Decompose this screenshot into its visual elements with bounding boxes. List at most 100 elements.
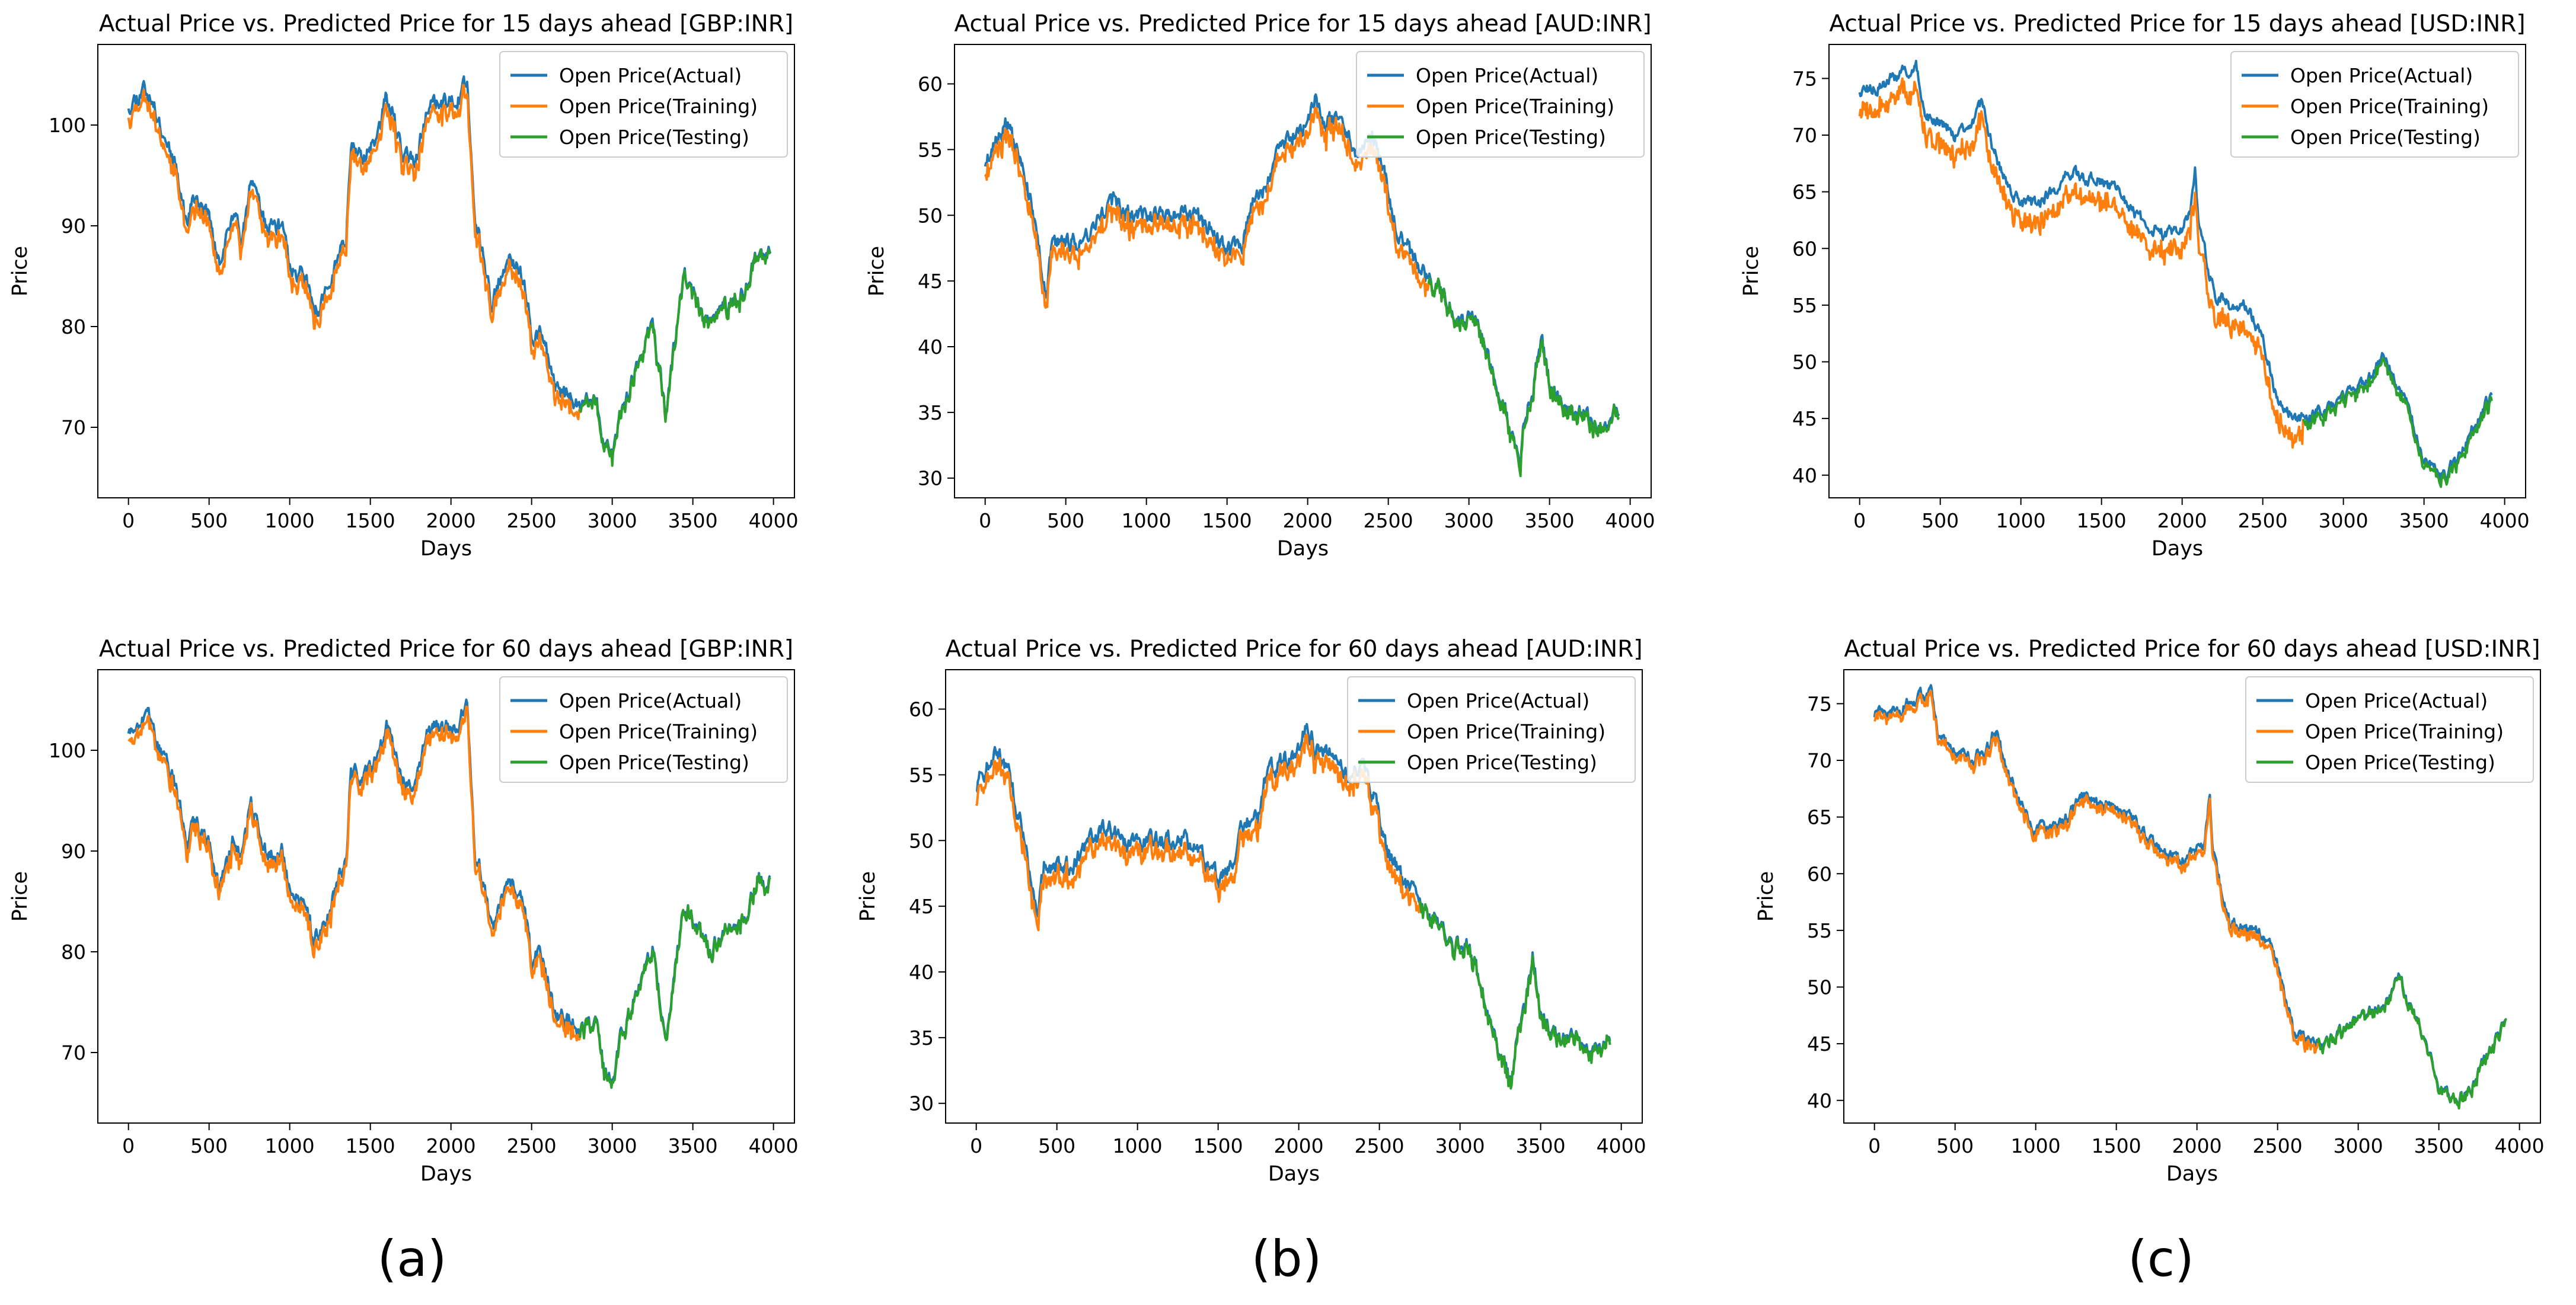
legend-entry: Open Price(Actual) <box>1407 689 1589 712</box>
x-tick-label: 1500 <box>2092 1134 2141 1157</box>
x-tick-label: 2000 <box>426 509 476 532</box>
chart-title: Actual Price vs. Predicted Price for 60 … <box>99 636 793 663</box>
x-tick-label: 3500 <box>668 1134 718 1157</box>
legend-entry: Open Price(Testing) <box>559 126 749 149</box>
legend-entry: Open Price(Training) <box>559 720 758 743</box>
series-testing <box>579 874 771 1089</box>
y-tick-label: 35 <box>918 401 943 424</box>
x-tick-label: 3000 <box>1435 1134 1485 1157</box>
legend-entry: Open Price(Testing) <box>2305 751 2495 774</box>
chart-title: Actual Price vs. Predicted Price for 60 … <box>1844 636 2540 663</box>
chart-6: Actual Price vs. Predicted Price for 60 … <box>1754 636 2545 1186</box>
y-tick-label: 55 <box>909 763 934 786</box>
legend-entry: Open Price(Actual) <box>559 689 742 712</box>
x-tick-label: 1000 <box>1122 509 1172 532</box>
chart-title: Actual Price vs. Predicted Price for 60 … <box>945 636 1642 663</box>
x-tick-label: 500 <box>190 509 228 532</box>
x-tick-label: 1000 <box>1113 1134 1163 1157</box>
y-tick-label: 55 <box>1807 919 1832 942</box>
series-training <box>127 705 582 1042</box>
x-tick-label: 2000 <box>1274 1134 1324 1157</box>
legend-box <box>2230 51 2519 158</box>
plot-frame <box>1828 44 2526 498</box>
y-tick-label: 50 <box>909 829 934 852</box>
series-training <box>975 733 1421 932</box>
chart-2: Actual Price vs. Predicted Price for 15 … <box>865 11 1655 561</box>
chart-4: Actual Price vs. Predicted Price for 60 … <box>8 636 799 1186</box>
x-tick-label: 0 <box>979 509 991 532</box>
y-tick-label: 40 <box>1792 464 1817 487</box>
series-testing <box>1427 277 1620 478</box>
y-axis-label: Price <box>1754 871 1778 922</box>
x-tick-label: 2500 <box>507 509 557 532</box>
x-tick-label: 500 <box>1936 1134 1974 1157</box>
y-tick-label: 45 <box>1807 1032 1832 1055</box>
series-testing <box>1418 901 1611 1090</box>
x-tick-label: 0 <box>1853 509 1866 532</box>
x-tick-label: 4000 <box>2480 509 2530 532</box>
legend-entry: Open Price(Actual) <box>1416 64 1598 87</box>
y-tick-label: 80 <box>61 315 86 338</box>
panel-label-a: (a) <box>377 1230 447 1288</box>
y-tick-label: 90 <box>61 215 86 238</box>
legend-entry: Open Price(Testing) <box>2290 126 2481 149</box>
y-tick-label: 55 <box>918 138 943 161</box>
chart-title: Actual Price vs. Predicted Price for 15 … <box>99 11 793 37</box>
legend-entry: Open Price(Testing) <box>559 751 749 774</box>
y-axis-label: Price <box>8 871 32 922</box>
series-training <box>127 84 581 421</box>
y-tick-label: 65 <box>1792 181 1817 204</box>
y-tick-label: 60 <box>918 73 943 96</box>
legend: Open Price(Actual) Open Price(Training) Op… <box>1356 51 1645 158</box>
y-tick-label: 65 <box>1807 806 1832 829</box>
series-testing <box>2316 975 2507 1110</box>
y-tick-label: 35 <box>909 1026 934 1050</box>
x-tick-label: 2000 <box>1283 509 1333 532</box>
x-axis-label: Days <box>2166 1162 2218 1186</box>
x-tick-label: 1500 <box>1193 1134 1243 1157</box>
series-training <box>1858 77 2304 449</box>
x-axis-label: Days <box>420 1162 472 1186</box>
x-tick-label: 0 <box>970 1134 982 1157</box>
x-tick-label: 2500 <box>1355 1134 1404 1157</box>
y-axis-label: Price <box>8 246 32 296</box>
x-tick-label: 4000 <box>749 1134 799 1157</box>
x-tick-label: 4000 <box>749 509 799 532</box>
x-tick-label: 0 <box>1868 1134 1881 1157</box>
panel-label-b: (b) <box>1251 1230 1322 1288</box>
plot-frame <box>1843 669 2541 1124</box>
legend-box <box>1347 676 1636 783</box>
y-tick-label: 50 <box>1807 976 1832 999</box>
x-tick-label: 3500 <box>668 509 718 532</box>
y-tick-label: 70 <box>61 416 86 439</box>
x-tick-label: 2000 <box>426 1134 476 1157</box>
series-training <box>1873 690 2319 1054</box>
x-tick-label: 1000 <box>265 509 315 532</box>
x-tick-label: 1500 <box>346 509 395 532</box>
y-axis-label: Price <box>865 246 889 296</box>
x-tick-label: 500 <box>1921 509 1959 532</box>
panel-label-c: (c) <box>2128 1230 2194 1288</box>
plot-frame <box>945 669 1643 1124</box>
legend-entry: Open Price(Training) <box>2290 95 2489 118</box>
legend-entry: Open Price(Actual) <box>2290 64 2473 87</box>
y-tick-label: 75 <box>1807 692 1832 715</box>
legend: Open Price(Actual) Open Price(Training) Op… <box>2230 51 2519 158</box>
plot-frame <box>97 44 795 498</box>
y-tick-label: 50 <box>1792 351 1817 374</box>
legend-box <box>499 51 788 158</box>
series-training <box>984 107 1430 309</box>
x-tick-label: 3500 <box>2399 509 2449 532</box>
x-tick-label: 1000 <box>265 1134 315 1157</box>
legend-entry: Open Price(Actual) <box>2305 689 2488 712</box>
x-tick-label: 500 <box>1047 509 1084 532</box>
y-tick-label: 30 <box>909 1092 934 1115</box>
legend-box <box>2245 676 2534 783</box>
chart-1: Actual Price vs. Predicted Price for 15 … <box>8 11 799 561</box>
y-tick-label: 100 <box>49 114 86 137</box>
plot-frame <box>954 44 1652 498</box>
x-tick-label: 4000 <box>2495 1134 2545 1157</box>
legend-box <box>499 676 788 783</box>
y-tick-label: 40 <box>1807 1089 1832 1112</box>
